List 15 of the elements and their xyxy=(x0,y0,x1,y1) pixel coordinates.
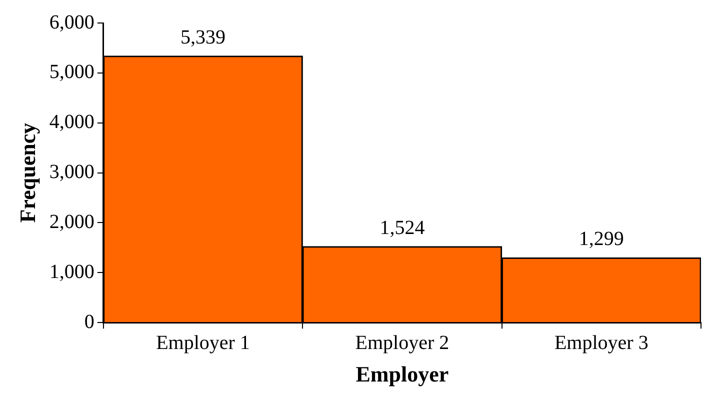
y-tick-label: 5,000 xyxy=(49,61,94,84)
data-label: 5,339 xyxy=(180,26,226,48)
y-tick-label: 4,000 xyxy=(49,111,94,134)
y-tick-label: 6,000 xyxy=(49,11,94,34)
y-tick-label: 2,000 xyxy=(49,210,94,233)
x-tick-label: Employer 2 xyxy=(355,332,450,354)
y-tick-label: 1,000 xyxy=(49,260,94,283)
y-axis-title: Frequency xyxy=(14,122,40,223)
data-label: 1,524 xyxy=(380,216,425,239)
x-axis-title: Employer xyxy=(356,361,449,386)
x-tick-label: Employer 3 xyxy=(554,332,648,354)
x-tick-label: Employer 1 xyxy=(156,332,250,354)
y-tick-label: 3,000 xyxy=(49,161,94,184)
y-tick-label: 0 xyxy=(84,310,94,333)
data-label: 1,299 xyxy=(578,228,624,250)
